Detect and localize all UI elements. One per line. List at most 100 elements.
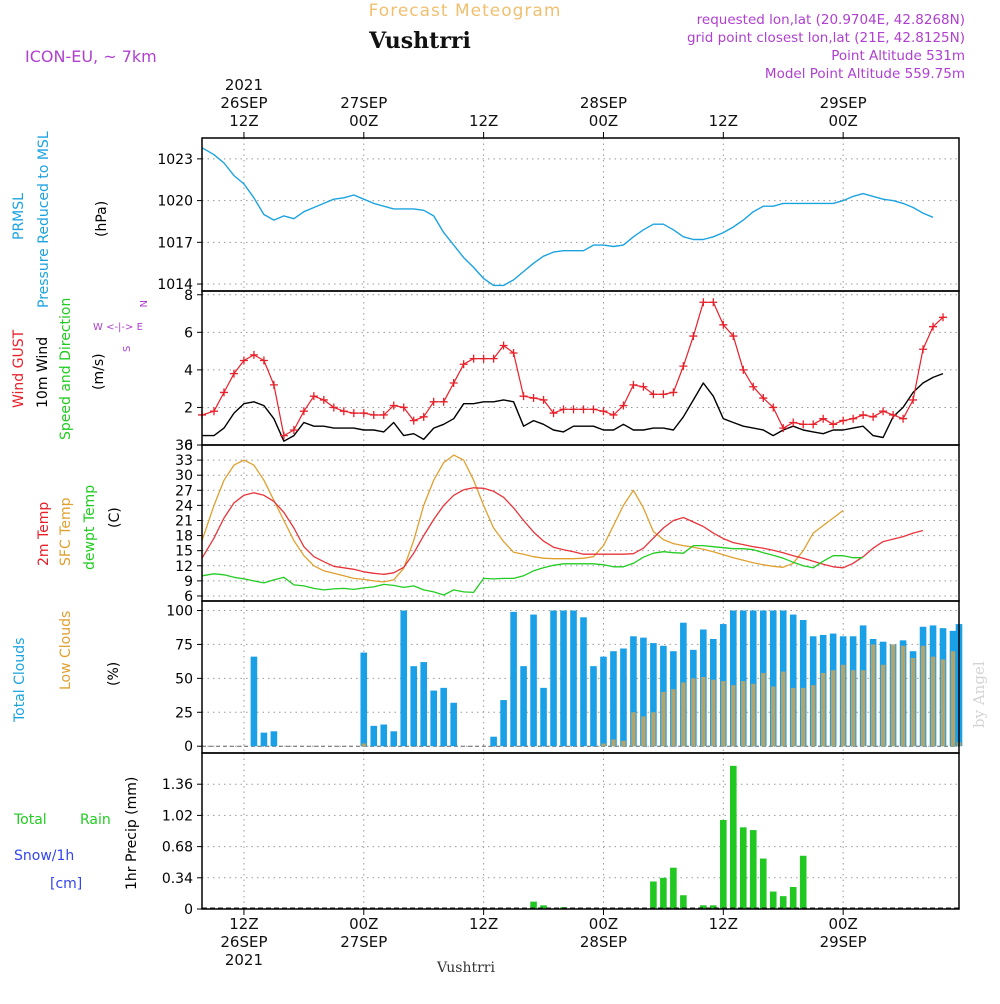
low-cloud-bar xyxy=(830,670,836,747)
low-cloud-bar xyxy=(781,671,786,747)
y-tick-label: 9 xyxy=(184,574,193,590)
total-cloud-bar xyxy=(630,636,637,747)
total-cloud-bar xyxy=(550,610,557,747)
x-tick-label-bottom: 29SEP xyxy=(820,933,867,951)
low-cloud-bar xyxy=(850,670,856,747)
wind-gust-marker xyxy=(489,354,498,363)
x-tick-label-bottom: 2021 xyxy=(225,951,263,969)
x-tick-label-bottom: 00Z xyxy=(828,915,857,933)
rain-bar xyxy=(789,886,797,909)
total-cloud-bar xyxy=(390,731,398,747)
y-tick-label: 24 xyxy=(175,498,193,514)
wind-gust-marker xyxy=(429,397,438,406)
wind-gust-marker xyxy=(879,407,888,416)
wind-gust-marker xyxy=(859,410,868,419)
y-tick-label: 0.34 xyxy=(162,871,193,887)
compass-n: N xyxy=(137,300,148,307)
x-tick-label-bottom: 12Z xyxy=(469,915,498,933)
total-cloud-bar xyxy=(769,610,777,747)
wind-gust-marker xyxy=(269,380,278,389)
wind-gust-marker xyxy=(789,418,798,427)
wind-gust-marker xyxy=(689,332,698,341)
wind-gust-marker xyxy=(329,403,338,412)
wind-gust-marker xyxy=(529,394,538,403)
wind-gust-marker xyxy=(499,341,508,350)
label-10m-wind: 10m Wind xyxy=(35,337,51,408)
low-cloud-bar xyxy=(950,651,956,747)
total-cloud-bar xyxy=(739,610,747,747)
wind-gust-marker xyxy=(839,416,848,425)
total-cloud-bar xyxy=(580,617,587,747)
rain-bar xyxy=(700,905,707,909)
x-tick-label-bottom: 12Z xyxy=(229,915,258,933)
x-tick-label-bottom: 28SEP xyxy=(580,933,627,951)
wind-gust-marker xyxy=(279,431,288,440)
wind-gust-marker xyxy=(219,388,228,397)
wind-gust-marker xyxy=(719,320,728,329)
label-total-clouds: Total Clouds xyxy=(12,638,28,723)
wind-gust-marker xyxy=(829,420,838,429)
wind-gust-marker xyxy=(759,394,768,403)
wind-gust-marker xyxy=(849,414,858,423)
low-cloud-bar xyxy=(361,743,366,747)
wind-gust-marker xyxy=(599,407,608,416)
wind-gust-marker xyxy=(259,356,268,365)
low-cloud-bar xyxy=(910,658,916,747)
y-tick-label: 36 xyxy=(175,438,193,454)
wind-gust-marker xyxy=(649,390,658,399)
low-cloud-bar xyxy=(940,659,946,747)
wind-gust-marker xyxy=(369,410,378,419)
total-cloud-bar xyxy=(799,620,807,747)
wind-gust-marker xyxy=(579,405,588,414)
wind-gust-marker xyxy=(639,382,648,391)
x-tick-label-top: 00Z xyxy=(828,112,857,130)
label-cm: [cm] xyxy=(50,876,82,892)
x-tick-label-bottom: 12Z xyxy=(709,915,738,933)
label-prmsl: PRMSL xyxy=(11,193,27,240)
pressure-labels: PRMSL Pressure Reduced to MSL (hPa) xyxy=(11,131,110,308)
wind-gust-marker xyxy=(799,420,808,429)
total-cloud-bar xyxy=(400,610,408,747)
low-cloud-bar xyxy=(801,687,806,747)
label-wind-gust: Wind GUST xyxy=(11,329,27,408)
wind-gust-marker xyxy=(869,412,878,421)
wind-gust-marker xyxy=(389,401,398,410)
precip-labels: Total Rain Snow/1h [cm] 1hr Precip (mm) xyxy=(13,777,140,892)
total-cloud-bar xyxy=(510,611,517,747)
rain-bar xyxy=(729,765,737,909)
sfc-temp-line xyxy=(201,454,844,583)
y-tick-label: 50 xyxy=(175,671,193,687)
low-cloud-bar xyxy=(621,740,626,747)
requested-coords: requested lon,lat (20.9704E, 42.8268N) xyxy=(697,12,965,28)
y-tick-label: 1014 xyxy=(157,277,193,293)
watermark: by Angel xyxy=(970,661,988,728)
total-cloud-bar xyxy=(370,725,378,747)
wind-gust-line xyxy=(201,301,944,437)
label-hpa: (hPa) xyxy=(94,201,110,237)
wind-gust-marker xyxy=(919,345,928,354)
low-cloud-bar xyxy=(601,743,606,747)
rain-bar xyxy=(650,881,657,909)
label-celsius: (C) xyxy=(107,507,123,528)
y-tick-label: 25 xyxy=(175,705,193,721)
grid-coords: grid point closest lon,lat (21E, 42.8125… xyxy=(687,30,965,46)
wind-gust-marker xyxy=(659,390,668,399)
wind-gust-marker xyxy=(609,410,618,419)
wind-gust-marker xyxy=(359,409,368,418)
wind-gust-marker xyxy=(909,395,918,404)
point-altitude: Point Altitude 531m xyxy=(831,48,965,64)
rain-bar xyxy=(540,905,547,909)
total-cloud-bar xyxy=(380,724,388,747)
low-cloud-bar xyxy=(761,672,766,747)
low-cloud-bar xyxy=(920,645,926,747)
total-cloud-bar xyxy=(490,736,497,747)
rain-bar xyxy=(769,891,777,909)
low-cloud-bar xyxy=(631,712,636,747)
y-tick-label: 75 xyxy=(175,637,193,653)
label-rain: Rain xyxy=(80,812,111,828)
low-cloud-bar xyxy=(671,689,676,747)
label-percent: (%) xyxy=(106,662,122,686)
y-tick-label: 12 xyxy=(175,559,193,575)
